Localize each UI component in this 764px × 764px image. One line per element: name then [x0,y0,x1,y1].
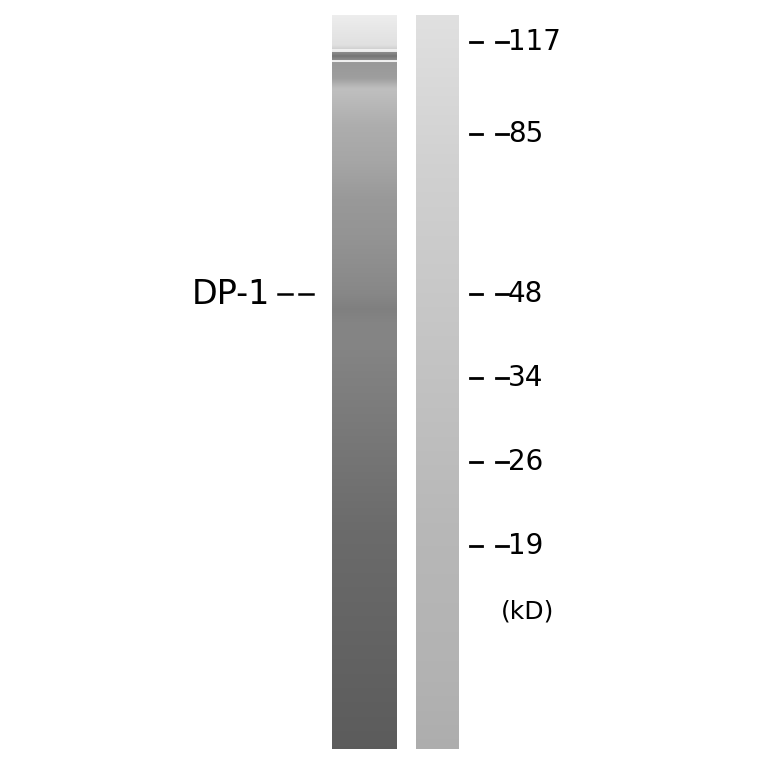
Text: 19: 19 [508,533,543,560]
Text: DP-1: DP-1 [192,277,270,311]
Text: 34: 34 [508,364,543,392]
Text: (kD): (kD) [500,599,554,623]
Text: 117: 117 [508,28,561,56]
Text: 85: 85 [508,120,543,147]
Text: 26: 26 [508,448,543,476]
Text: 48: 48 [508,280,543,308]
